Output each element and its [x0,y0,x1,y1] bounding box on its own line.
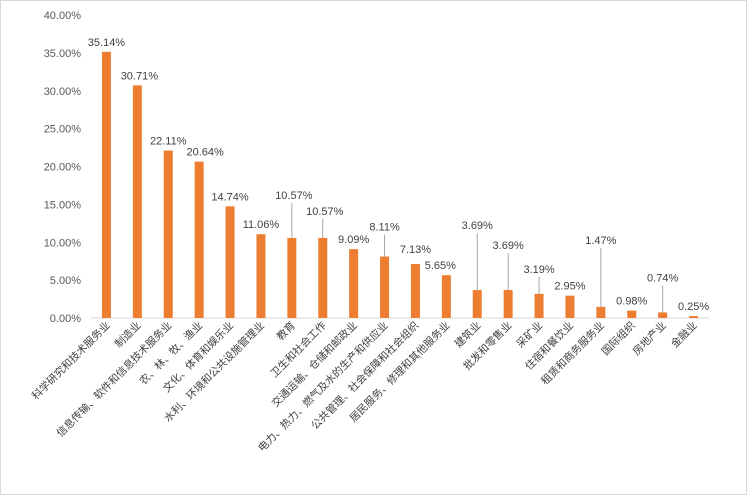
x-category-label: 教育 [274,319,298,343]
data-label: 20.64% [186,147,224,159]
bar [472,290,482,318]
data-label: 0.74% [647,272,678,284]
data-label: 7.13% [400,244,431,256]
bar [534,293,544,318]
bar [441,275,451,318]
data-label: 10.57% [306,206,344,218]
data-label: 1.47% [585,235,616,247]
y-tick-label: 30.00% [44,86,82,98]
data-label: 0.98% [616,296,647,308]
data-label: 5.65% [425,260,456,272]
y-tick-label: 40.00% [44,10,82,22]
y-tick-label: 10.00% [44,237,82,249]
data-label: 30.71% [121,70,159,82]
data-label: 10.57% [275,190,313,202]
y-tick-label: 20.00% [44,162,82,174]
data-label: 2.95% [554,281,585,293]
x-category-label: 金融业 [668,319,699,350]
y-tick-label: 0.00% [50,313,81,325]
data-label: 14.74% [211,191,249,203]
bar [132,85,142,318]
bar [101,51,111,318]
bar [225,206,235,318]
bar [256,234,266,318]
y-tick-label: 25.00% [44,124,82,136]
data-label: 22.11% [150,136,187,148]
bar [318,237,328,318]
x-category-label: 房地产业 [630,319,669,358]
data-label: 3.19% [523,264,554,276]
bar [287,237,297,318]
bar [503,290,513,318]
data-label: 9.09% [338,234,369,246]
data-label: 11.06% [243,219,280,231]
bar [658,312,668,318]
bar [689,316,699,318]
bar [565,295,575,318]
x-category-label: 电力、热力、燃气及水的生产和供应业 [255,319,390,454]
bar [596,306,606,318]
y-tick-label: 15.00% [44,199,82,211]
data-label: 0.25% [678,301,709,313]
bar [627,310,637,318]
bar [410,263,420,318]
data-label: 3.69% [493,240,524,252]
bar [349,249,359,318]
y-tick-label: 35.00% [44,48,82,60]
bar [380,256,390,318]
x-category-label: 信息传输、软件和信息技术服务业 [54,319,175,440]
bar [194,161,204,318]
data-label: 8.11% [369,222,400,234]
data-label: 3.69% [462,220,493,232]
data-label: 35.14% [88,37,126,49]
y-tick-label: 5.00% [50,275,81,287]
x-category-label: 卫生和社会工作 [268,319,330,381]
bar [163,150,173,318]
